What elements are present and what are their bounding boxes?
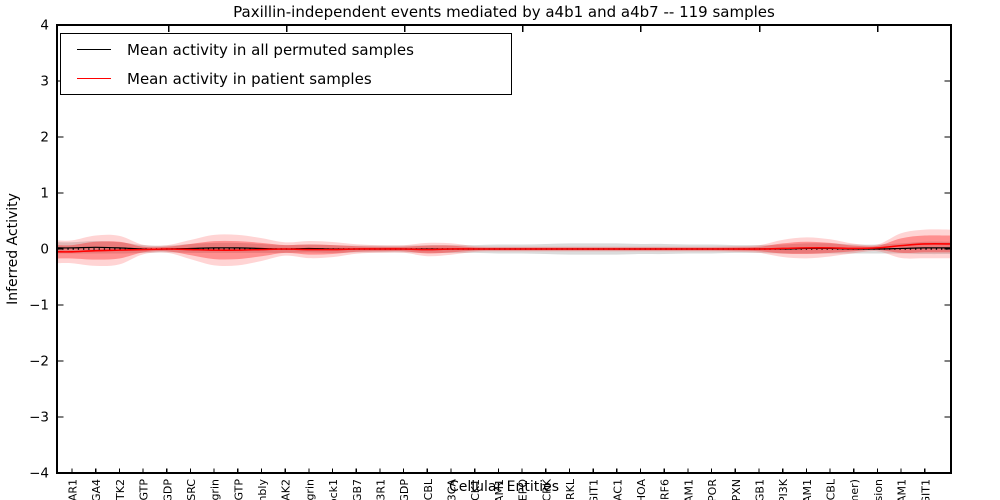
y-tick-label: −4 (29, 466, 49, 482)
x-tick-label: ARF6 (659, 479, 672, 500)
x-tick-label: PIK3CA (446, 479, 459, 500)
x-tick-label: alpha4/beta1 Integrin (303, 479, 316, 500)
x-tick-label: VCAM1 (682, 479, 695, 500)
x-tick-label: PXN (730, 479, 743, 500)
x-tick-label: PIK3R1 (374, 479, 387, 500)
legend-label-patient: Mean activity in patient samples (127, 69, 372, 88)
y-tick-label: 1 (40, 186, 49, 202)
plot-area: −4 −3 −2 −1 0 1 2 3 4 BCAR1 ITGA4 PTK2 mol:GTP mol:GD… (29, 18, 952, 500)
permuted-line-swatch (77, 49, 111, 50)
legend-label-permuted: Mean activity in all permuted samples (127, 40, 414, 59)
y-tick-label: 0 (40, 242, 49, 258)
x-tick-label: CRK (540, 478, 553, 500)
x-tick-label: alpha4/beta1 Integrin/Paxillin/GIT1 (919, 479, 932, 500)
x-tick-label: alpha4/beta7 Integrin/MAdCAM1 (896, 479, 909, 500)
x-tick-label: alpha4/beta1 Integrin/VCAM1 (801, 479, 814, 500)
x-tick-label: BCAR1 (67, 479, 80, 500)
x-tick-label: RHOA (635, 479, 648, 500)
legend-item-patient: Mean activity in patient samples (61, 69, 511, 89)
x-tick-label: CBL (422, 478, 435, 500)
x-tick-label: EPO/EPOR (dimer) (848, 479, 861, 500)
mean-line-patient (56, 243, 952, 253)
x-tick-label: SRC (185, 479, 198, 500)
x-tick-label: mol:GTP (138, 479, 151, 500)
x-tick-label: CRKL (564, 478, 577, 500)
y-tick-label: 3 (40, 74, 49, 90)
x-tick-label: ITGB1 (753, 479, 766, 500)
x-tick-label: Rac1/GDP (398, 479, 411, 500)
x-tick-label: RAC1 (611, 479, 624, 500)
x-tick-label: ITGB7 (351, 479, 364, 500)
x-tick-label: p130Cas/Crk/Dock1 (327, 479, 340, 500)
legend: Mean activity in all permuted samples Me… (60, 33, 512, 95)
x-tick-label: EPOR (706, 479, 719, 500)
x-tick-label: EPO (517, 479, 530, 500)
x-tick-label: CRKL/CBL (825, 478, 838, 500)
legend-item-permuted: Mean activity in all permuted samples (61, 40, 511, 60)
x-tick-label: PI3K (777, 478, 790, 500)
x-tick-label: PTK2 (114, 479, 127, 500)
y-tick-label: 2 (40, 130, 49, 146)
chart-title: Paxillin-independent events mediated by … (233, 3, 775, 21)
x-tick-label: cell adhesion (872, 479, 885, 500)
x-tick-label: mol:GDP (161, 479, 174, 500)
permuted-std-band (57, 241, 951, 255)
x-tick-label: ITGA4 (90, 479, 103, 500)
y-axis-label: Inferred Activity (5, 193, 21, 305)
y-tick-label: −2 (29, 354, 49, 370)
x-tick-label: DOCK1 (469, 479, 482, 500)
y-tick-label: −1 (29, 298, 49, 314)
x-tick-label: MADCAM1 (493, 479, 506, 500)
x-axis-label: Cellular Entities (448, 479, 560, 495)
x-tick-label: Rac1/GTP (232, 479, 245, 500)
x-tick-label: lamellipodium assembly (256, 479, 269, 500)
x-tick-label: GIT1 (588, 479, 601, 500)
patient-line-swatch (77, 78, 111, 79)
y-tick-label: −3 (29, 410, 49, 426)
y-tick-label: 4 (40, 18, 49, 34)
patient-std-band-outer (57, 229, 951, 267)
x-tick-label: alpha4/beta7 Integrin (209, 479, 222, 500)
x-tick-label: JAK2 (280, 479, 293, 500)
